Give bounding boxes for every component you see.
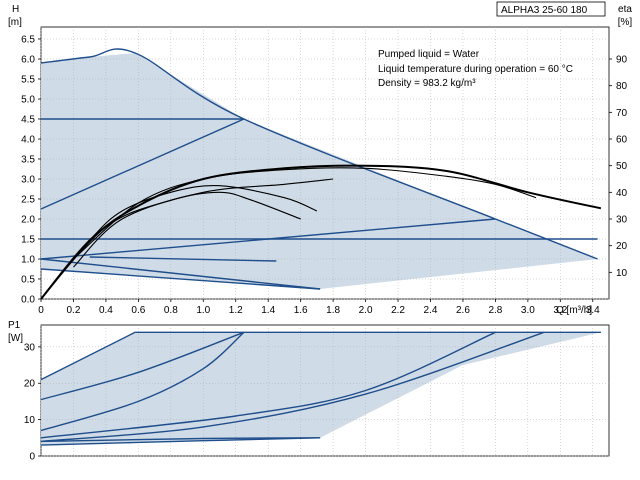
- y-tick-label: 5.5: [21, 75, 35, 86]
- x-tick-label: 3.2: [553, 305, 567, 316]
- power-axis-label: P1: [8, 320, 21, 331]
- y-tick-label: 0.0: [21, 295, 35, 306]
- info-line-temperature: Liquid temperature during operation = 60…: [378, 64, 573, 75]
- y2-tick-label: 40: [616, 188, 628, 199]
- x-tick-label: 2.8: [488, 305, 502, 316]
- head-curve: [89, 256, 277, 262]
- power-curve: [40, 437, 321, 443]
- y-tick-label: 2.5: [21, 195, 35, 206]
- efficiency-curve: [73, 167, 537, 260]
- power-y-tick-label: 10: [24, 415, 36, 426]
- y-tick-label: 4.5: [21, 115, 35, 126]
- y2-tick-label: 60: [616, 135, 628, 146]
- y2-tick-label: 10: [616, 268, 628, 279]
- y-tick-label: 0.5: [21, 275, 35, 286]
- power-curve: [40, 331, 245, 432]
- x-tick-label: 0.4: [99, 305, 113, 316]
- info-block: Pumped liquid = Water Liquid temperature…: [378, 49, 573, 89]
- model-box: [496, 1, 606, 17]
- x-tick-label: 1.6: [294, 305, 308, 316]
- head-efficiency-panel: 0 0.2 0.4 0.6 0.8 1.0 1.2 1.4 1.6 1.8 2.0 2.2 2.4 2.6…: [8, 4, 632, 316]
- head-curve: [40, 258, 321, 290]
- x-tick-label: 0.2: [67, 305, 81, 316]
- y-tick-label: 6.5: [21, 35, 35, 46]
- efficiency-curve: [73, 178, 334, 268]
- y2-tick-label: 80: [616, 81, 628, 92]
- x-tick-label: 3.0: [521, 305, 535, 316]
- x-tick-label: 0.8: [164, 305, 178, 316]
- x-tick-label: 0: [38, 305, 44, 316]
- x-tick-label: 2.4: [424, 305, 438, 316]
- head-curve: [40, 218, 496, 260]
- y2-axis-unit: [%]: [618, 17, 633, 28]
- power-axis-unit: [W]: [8, 333, 23, 344]
- y2-tick-label: 30: [616, 215, 628, 226]
- x-tick-label: 3.4: [586, 305, 600, 316]
- y-tick-label: 3.5: [21, 155, 35, 166]
- y-tick-label: 1.0: [21, 255, 35, 266]
- x-tick-label: 2.6: [456, 305, 470, 316]
- y2-tick-label: 50: [616, 161, 628, 172]
- x-tick-label: 2.2: [391, 305, 405, 316]
- y-tick-label: 5.0: [21, 95, 35, 106]
- head-curve: [40, 268, 321, 290]
- y-tick-label: 4.0: [21, 135, 35, 146]
- power-y-tick-label: 30: [24, 342, 36, 353]
- y-tick-label: 1.5: [21, 235, 35, 246]
- y2-tick-label: 90: [616, 55, 628, 66]
- x-tick-label: 1.8: [326, 305, 340, 316]
- info-line-density: Density = 983.2 kg/m³: [378, 78, 476, 89]
- power-y-tick-label: 20: [24, 379, 36, 390]
- info-line-pumped-liquid: Pumped liquid = Water: [378, 49, 480, 60]
- head-curve: [40, 118, 245, 210]
- power-curve: [40, 331, 496, 439]
- power-curve: [40, 331, 136, 381]
- model-label: ALPHA3 25-60 180: [501, 5, 588, 16]
- power-envelope: [41, 332, 601, 446]
- x-tick-label: 1.2: [229, 305, 243, 316]
- x-tick-label: 0.6: [131, 305, 145, 316]
- y-tick-label: 6.0: [21, 55, 35, 66]
- efficiency-curve: [40, 164, 602, 300]
- power-curve: [40, 331, 545, 443]
- y-axis-label: H: [12, 4, 19, 15]
- y-tick-label: 3.0: [21, 175, 35, 186]
- operating-envelope: [41, 53, 598, 289]
- y2-tick-label: 70: [616, 108, 628, 119]
- y2-tick-label: 20: [616, 241, 628, 252]
- x-axis-label: Q [m³/h]: [556, 305, 592, 316]
- y-axis-unit: [m]: [8, 17, 22, 28]
- x-tick-label: 2.0: [359, 305, 373, 316]
- y-tick-label: 2.0: [21, 215, 35, 226]
- x-tick-label: 1.4: [261, 305, 275, 316]
- y2-axis-label: eta: [618, 4, 632, 15]
- x-tick-label: 1.0: [196, 305, 210, 316]
- power-curve: [40, 331, 245, 401]
- power-y-tick-label: 0: [29, 452, 35, 463]
